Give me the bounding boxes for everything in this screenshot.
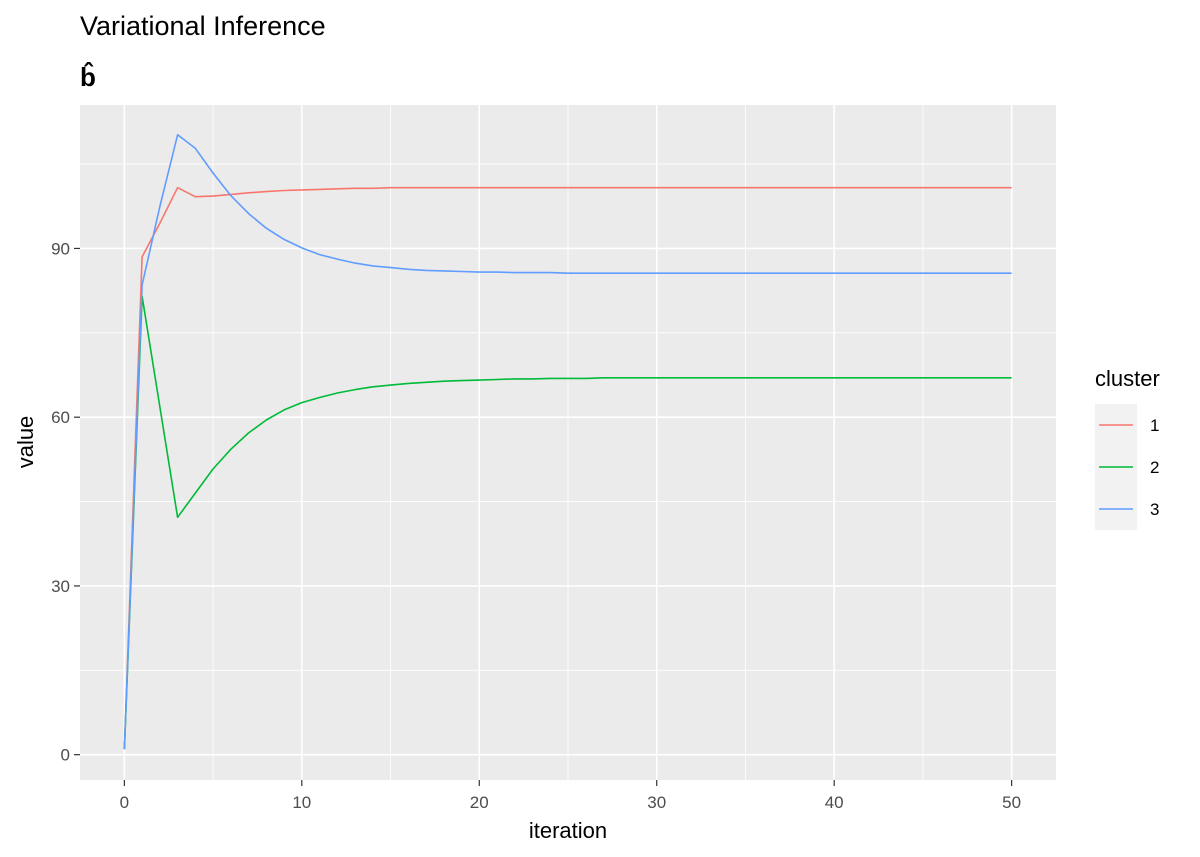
x-tick-label: 40: [825, 793, 844, 812]
chart-subtitle: b̂: [80, 61, 96, 92]
legend-label-3: 3: [1150, 500, 1159, 519]
y-axis: 0 30 60 90: [51, 239, 80, 765]
x-tick-label: 20: [470, 793, 489, 812]
series-layer: [123, 134, 1012, 750]
legend-label-1: 1: [1150, 416, 1159, 435]
legend-keys: 1 2 3: [1095, 404, 1159, 530]
legend-title: cluster: [1095, 366, 1160, 391]
grid-major: [80, 105, 1056, 780]
legend-label-2: 2: [1150, 458, 1159, 477]
grid-minor: [80, 105, 1056, 780]
series-line-2: [123, 295, 1012, 750]
x-tick-label: 0: [120, 793, 129, 812]
chart-title: Variational Inference: [80, 11, 326, 41]
y-tick-label: 90: [51, 239, 70, 258]
x-axis: 0 10 20 30 40 50: [120, 780, 1021, 812]
x-tick-label: 10: [292, 793, 311, 812]
y-axis-label: value: [13, 416, 38, 469]
x-axis-label: iteration: [529, 818, 607, 843]
legend: cluster 1 2 3: [1095, 366, 1160, 530]
series-line-3: [123, 134, 1012, 750]
x-tick-label: 50: [1002, 793, 1021, 812]
y-tick-label: 0: [61, 746, 70, 765]
series-line-1: [123, 186, 1012, 750]
y-tick-label: 60: [51, 408, 70, 427]
x-tick-label: 30: [647, 793, 666, 812]
y-tick-label: 30: [51, 577, 70, 596]
